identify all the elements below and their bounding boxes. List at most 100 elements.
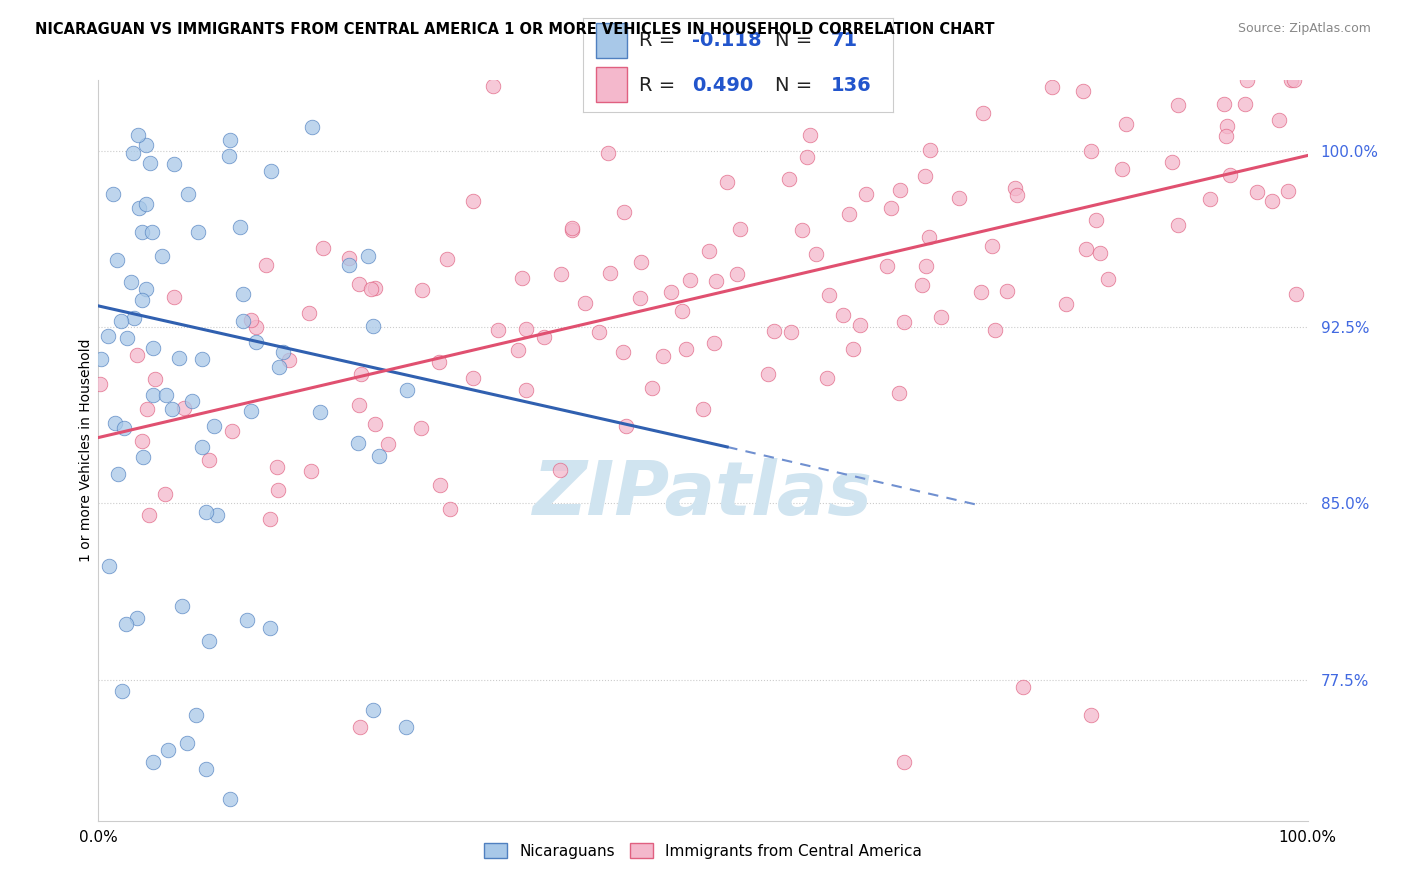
Text: N =: N = — [775, 31, 818, 50]
Point — [515, 383, 537, 397]
Point — [127, 128, 149, 143]
Point — [1279, 73, 1302, 87]
Point — [187, 225, 209, 239]
Point — [122, 146, 145, 161]
Point — [1233, 97, 1256, 112]
Point — [995, 285, 1018, 299]
Point — [508, 343, 530, 357]
Point — [1246, 185, 1268, 199]
Point — [887, 386, 910, 401]
Point — [463, 194, 485, 209]
Point — [679, 273, 702, 287]
Point — [97, 558, 120, 573]
Point — [395, 720, 418, 734]
Point — [692, 402, 714, 417]
Point — [360, 282, 382, 296]
Point — [588, 325, 610, 339]
Point — [842, 343, 865, 357]
Point — [815, 371, 838, 385]
Point — [703, 335, 725, 350]
Point — [298, 306, 321, 320]
Point — [790, 223, 813, 237]
Y-axis label: 1 or more Vehicles in Household: 1 or more Vehicles in Household — [79, 339, 93, 562]
Text: ZIPatlas: ZIPatlas — [533, 458, 873, 532]
Point — [981, 239, 1004, 253]
Point — [361, 318, 384, 333]
Point — [984, 322, 1007, 336]
Point — [779, 325, 801, 339]
Point — [832, 308, 855, 322]
Point — [548, 463, 571, 477]
Point — [115, 617, 138, 632]
Point — [613, 205, 636, 219]
Point — [838, 207, 860, 221]
Point — [245, 334, 267, 349]
Point — [176, 736, 198, 750]
Point — [232, 287, 254, 301]
Point — [1005, 187, 1028, 202]
Point — [219, 132, 242, 146]
Point — [141, 225, 163, 239]
Point — [972, 106, 994, 120]
Point — [817, 287, 839, 301]
Point — [915, 259, 938, 273]
Point — [596, 146, 619, 161]
Point — [1012, 680, 1035, 694]
Point — [135, 282, 157, 296]
Point — [120, 275, 142, 289]
Point — [125, 348, 148, 362]
Point — [675, 342, 697, 356]
Point — [122, 311, 145, 326]
Point — [339, 258, 361, 272]
Point — [228, 219, 250, 234]
Point — [486, 322, 509, 336]
Point — [533, 330, 555, 344]
Point — [725, 267, 748, 281]
Point — [139, 155, 162, 169]
Point — [1261, 194, 1284, 208]
Point — [1054, 296, 1077, 310]
Point — [1004, 180, 1026, 194]
Bar — [596, 67, 627, 103]
Point — [1097, 272, 1119, 286]
Point — [97, 328, 120, 343]
Point — [142, 341, 165, 355]
Point — [918, 229, 941, 244]
Point — [1282, 73, 1305, 87]
Point — [970, 285, 993, 300]
Text: Source: ZipAtlas.com: Source: ZipAtlas.com — [1237, 22, 1371, 36]
Point — [89, 377, 111, 392]
Point — [1216, 119, 1239, 133]
Point — [1219, 168, 1241, 182]
Legend: Nicaraguans, Immigrants from Central America: Nicaraguans, Immigrants from Central Ame… — [478, 837, 928, 865]
Point — [889, 183, 911, 197]
Point — [1161, 155, 1184, 169]
Point — [259, 621, 281, 635]
Point — [630, 255, 652, 269]
Point — [308, 405, 330, 419]
Point — [439, 502, 461, 516]
Point — [561, 220, 583, 235]
Point — [1167, 218, 1189, 232]
Point — [893, 755, 915, 769]
Point — [191, 351, 214, 366]
Point — [395, 383, 418, 397]
Point — [778, 172, 800, 186]
Point — [429, 478, 451, 492]
Point — [110, 313, 132, 327]
Point — [1080, 144, 1102, 158]
Point — [481, 79, 503, 94]
Point — [349, 720, 371, 734]
Bar — [596, 22, 627, 58]
Point — [197, 453, 219, 467]
Point — [104, 417, 127, 431]
Point — [1111, 162, 1133, 177]
Point — [510, 271, 533, 285]
Point — [90, 352, 112, 367]
Point — [299, 464, 322, 478]
Point — [411, 283, 433, 297]
Point — [195, 506, 218, 520]
Point — [436, 252, 458, 266]
Point — [101, 186, 124, 201]
Point — [357, 249, 380, 263]
